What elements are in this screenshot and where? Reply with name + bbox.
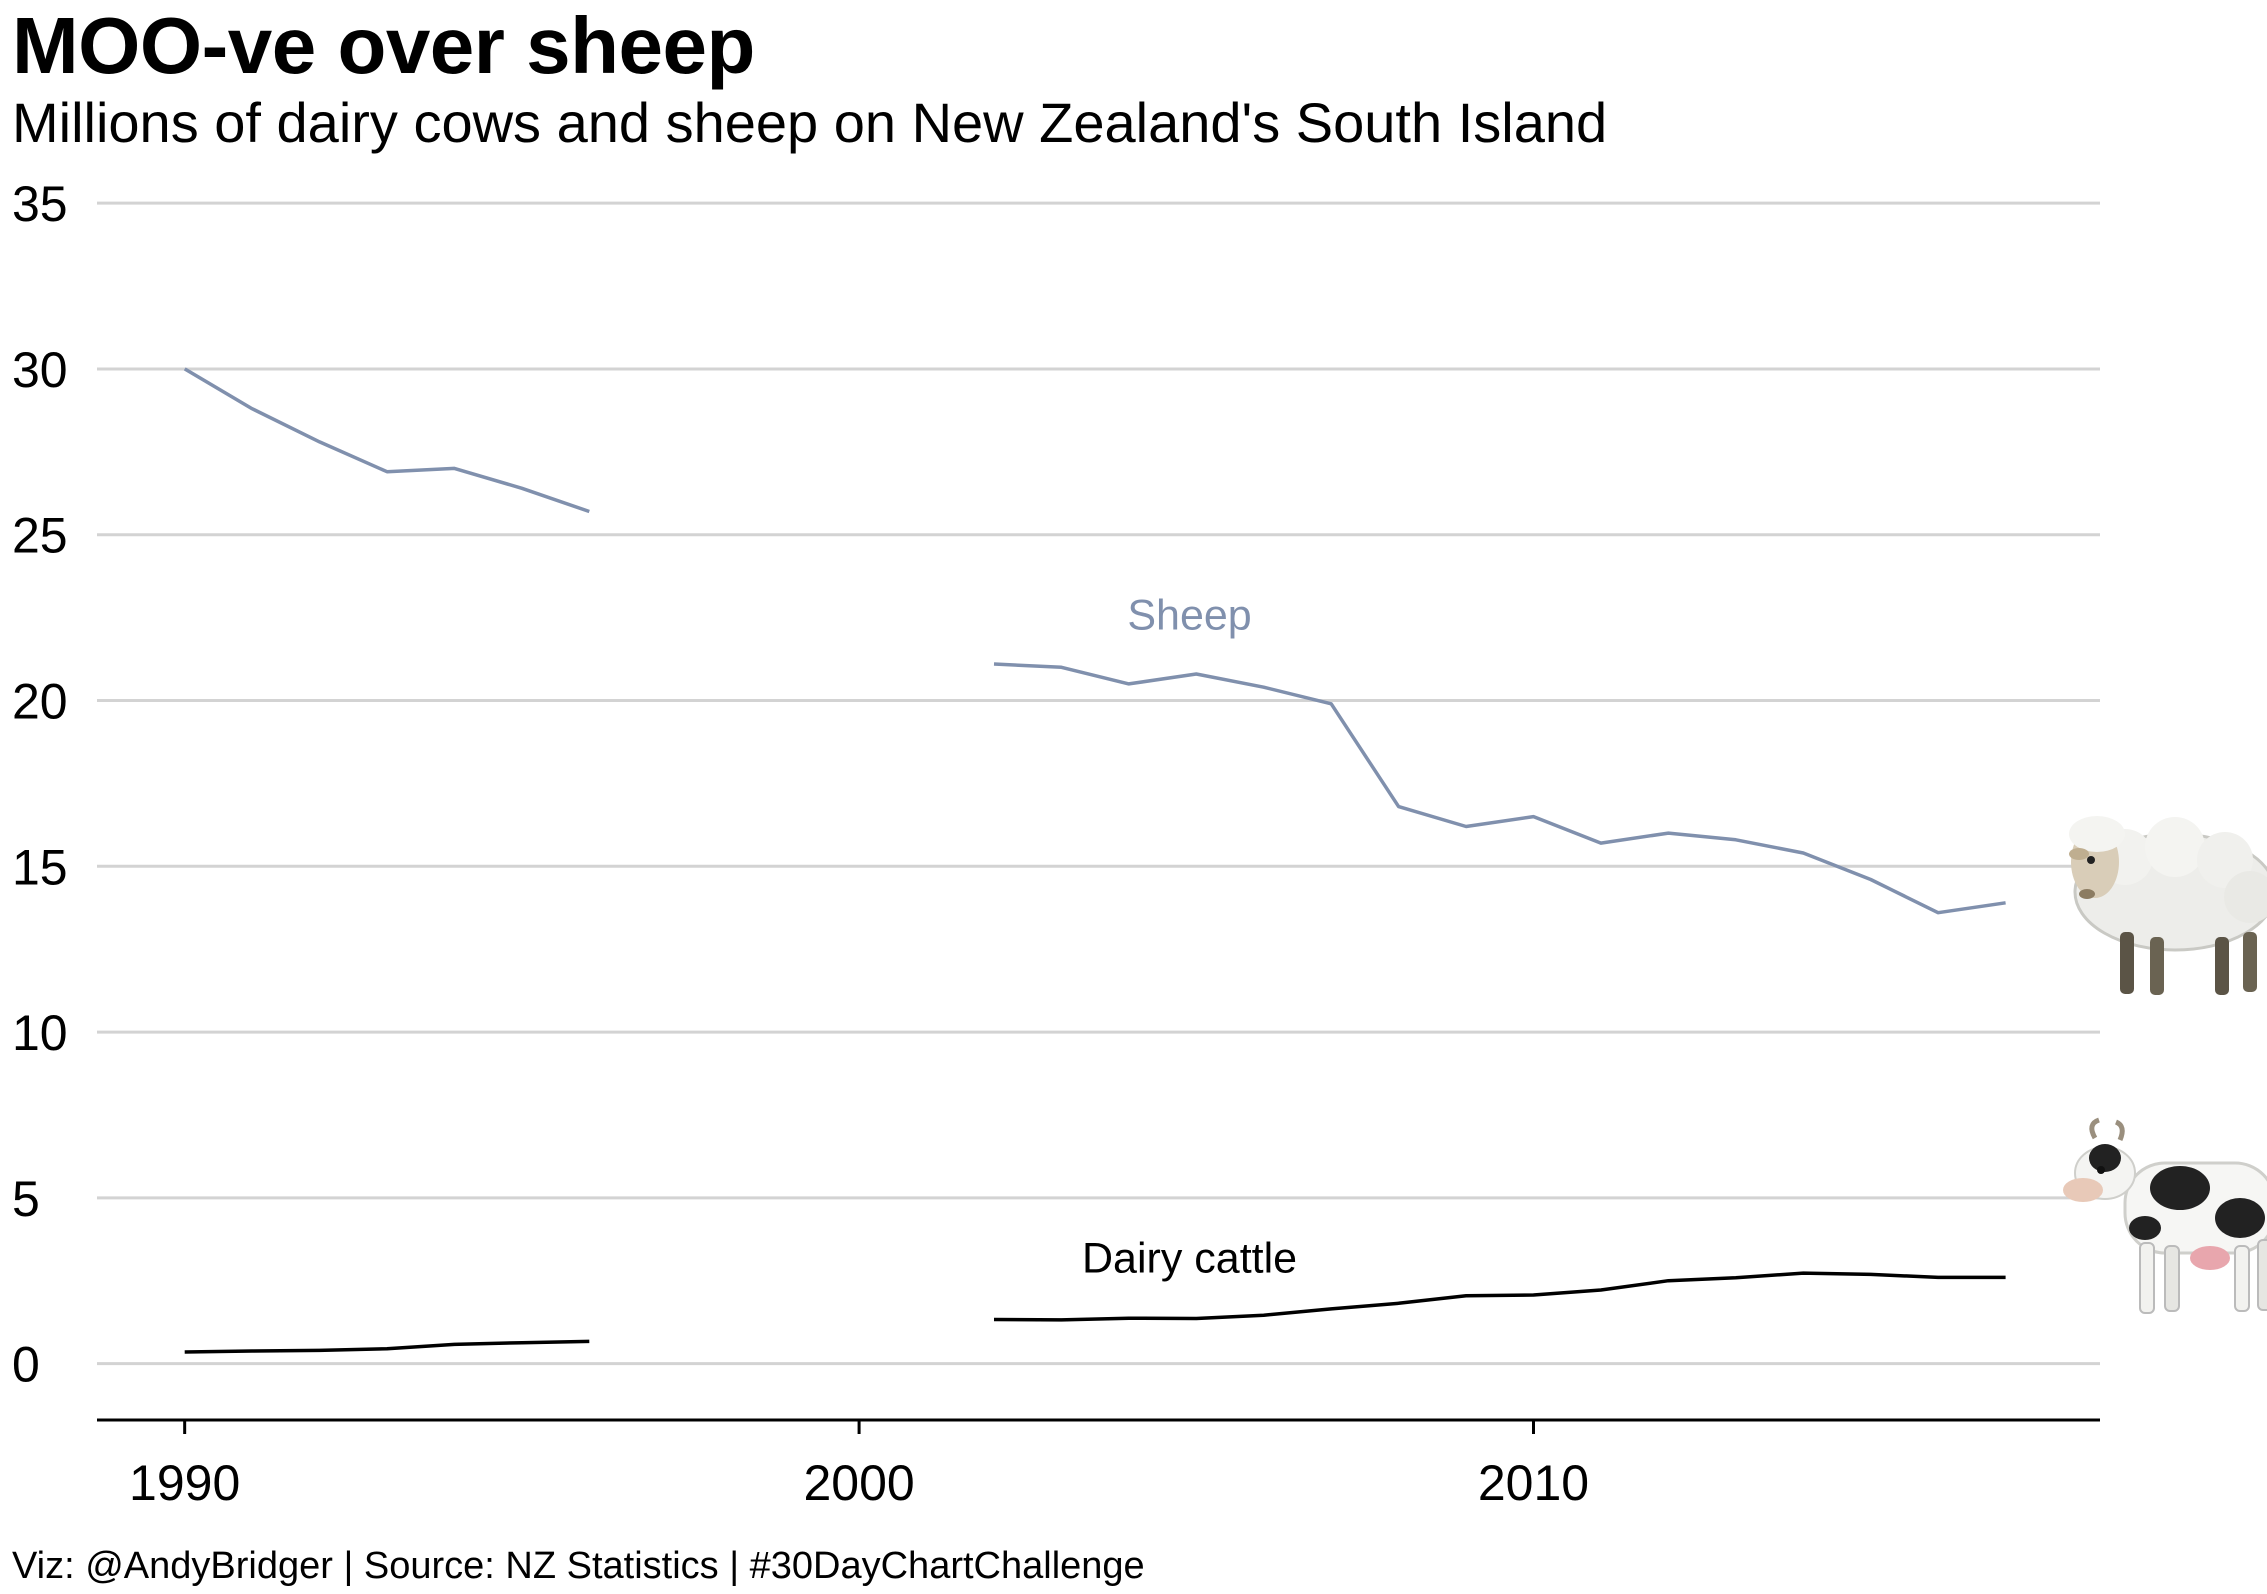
cow-icon [2063, 1117, 2267, 1314]
x-tick-label: 2010 [1478, 1455, 1589, 1511]
y-tick-label: 0 [12, 1337, 40, 1393]
dairy-cattle-series-label: Dairy cattle [1082, 1235, 1297, 1283]
y-tick-label: 10 [12, 1005, 68, 1061]
y-tick-label: 15 [12, 839, 68, 895]
x-tick-label: 2000 [803, 1455, 914, 1511]
series-labels: Sheep Dairy cattle [1082, 591, 1297, 1282]
dairy-cattle-line-segment-1 [184, 1339, 590, 1354]
sheep-line-segment-2 [993, 662, 2006, 915]
chart-caption: Viz: @AndyBridger | Source: NZ Statistic… [12, 1545, 1145, 1587]
sheep-icon [2069, 816, 2267, 995]
y-tick-label: 20 [12, 674, 68, 730]
gridlines [97, 201, 2100, 1366]
y-tick-label: 30 [12, 342, 68, 398]
sheep-series-label: Sheep [1127, 591, 1251, 639]
x-tick-label: 1990 [129, 1455, 240, 1511]
dairy-cattle-line-segment-2 [993, 1271, 2006, 1322]
chart-title: MOO-ve over sheep [12, 1, 755, 90]
y-axis-ticks: 0 5 10 15 20 25 30 35 [12, 176, 68, 1392]
y-tick-label: 5 [12, 1171, 40, 1227]
chart-subtitle: Millions of dairy cows and sheep on New … [12, 91, 1608, 154]
series-lines [183, 367, 2006, 1354]
x-axis-ticks: 1990 2000 2010 [129, 1420, 1589, 1511]
sheep-line-segment-1 [183, 367, 590, 514]
y-tick-label: 25 [12, 508, 68, 564]
y-tick-label: 35 [12, 176, 68, 232]
